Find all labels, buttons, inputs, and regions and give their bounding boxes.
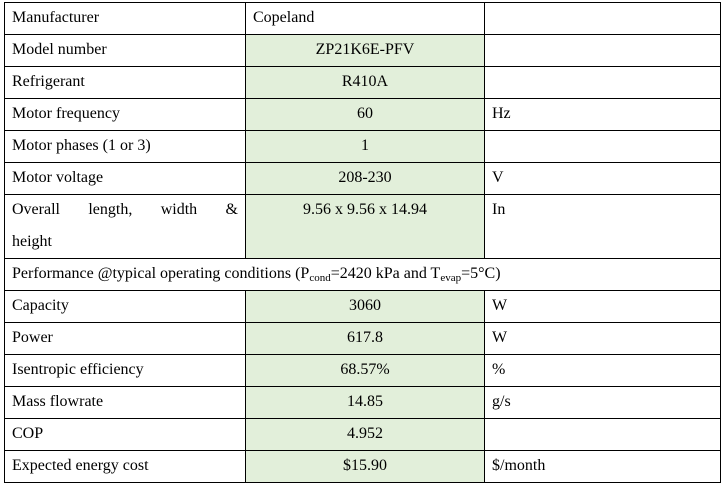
- row-label: Manufacturer: [4, 2, 246, 35]
- table-row: Performance @typical operating condition…: [4, 258, 721, 291]
- dimensions-label-word: width: [160, 201, 198, 218]
- table-row: COP 4.952: [4, 418, 721, 451]
- row-value: 208-230: [245, 162, 485, 195]
- dimensions-label: Overall length, width & height: [4, 194, 246, 259]
- row-label: Power: [4, 322, 246, 355]
- table-row: Motor frequency 60 Hz: [4, 98, 721, 131]
- table-row: Capacity 3060 W: [4, 290, 721, 323]
- row-unit: [484, 34, 721, 67]
- row-value: $15.90: [245, 450, 485, 483]
- row-value: R410A: [245, 66, 485, 99]
- row-unit: $/month: [484, 450, 721, 483]
- row-value: 617.8: [245, 322, 485, 355]
- performance-heading: Performance @typical operating condition…: [4, 258, 721, 291]
- row-unit: W: [484, 322, 721, 355]
- dimensions-label-word: length,: [88, 201, 133, 218]
- dimensions-label-word: &: [225, 201, 238, 218]
- row-label: Expected energy cost: [4, 450, 246, 483]
- compressor-spec-table: Manufacturer Copeland Model number ZP21K…: [4, 2, 721, 483]
- dimensions-unit: In: [484, 194, 721, 259]
- row-label: Motor voltage: [4, 162, 246, 195]
- table-row: Expected energy cost $15.90 $/month: [4, 450, 721, 483]
- row-unit: [484, 2, 721, 35]
- manufacturer-value: Copeland: [245, 2, 485, 35]
- row-label: Model number: [4, 34, 246, 67]
- table-row: Overall length, width & height 9.56 x 9.…: [4, 194, 721, 259]
- table-row: Refrigerant R410A: [4, 66, 721, 99]
- row-label: Mass flowrate: [4, 386, 246, 419]
- table-row: Model number ZP21K6E-PFV: [4, 34, 721, 67]
- row-unit: [484, 130, 721, 163]
- dimensions-label-line2: height: [12, 233, 52, 250]
- table-row: Motor phases (1 or 3) 1: [4, 130, 721, 163]
- dimensions-label-word: Overall: [12, 201, 60, 218]
- row-value: 14.85: [245, 386, 485, 419]
- row-value: 1: [245, 130, 485, 163]
- row-label: Isentropic efficiency: [4, 354, 246, 387]
- dimensions-value: 9.56 x 9.56 x 14.94: [245, 194, 485, 259]
- row-unit: [484, 418, 721, 451]
- row-value: 4.952: [245, 418, 485, 451]
- row-label: Motor phases (1 or 3): [4, 130, 246, 163]
- row-value: 60: [245, 98, 485, 131]
- table-row: Motor voltage 208-230 V: [4, 162, 721, 195]
- row-unit: Hz: [484, 98, 721, 131]
- table-row: Mass flowrate 14.85 g/s: [4, 386, 721, 419]
- row-label: Capacity: [4, 290, 246, 323]
- row-value: ZP21K6E-PFV: [245, 34, 485, 67]
- table-row: Manufacturer Copeland: [4, 2, 721, 35]
- row-label: Motor frequency: [4, 98, 246, 131]
- table-row: Power 617.8 W: [4, 322, 721, 355]
- row-unit: W: [484, 290, 721, 323]
- row-label: COP: [4, 418, 246, 451]
- row-unit: V: [484, 162, 721, 195]
- row-value: 3060: [245, 290, 485, 323]
- table-row: Isentropic efficiency 68.57% %: [4, 354, 721, 387]
- row-value: 68.57%: [245, 354, 485, 387]
- row-unit: [484, 66, 721, 99]
- row-label: Refrigerant: [4, 66, 246, 99]
- row-unit: %: [484, 354, 721, 387]
- row-unit: g/s: [484, 386, 721, 419]
